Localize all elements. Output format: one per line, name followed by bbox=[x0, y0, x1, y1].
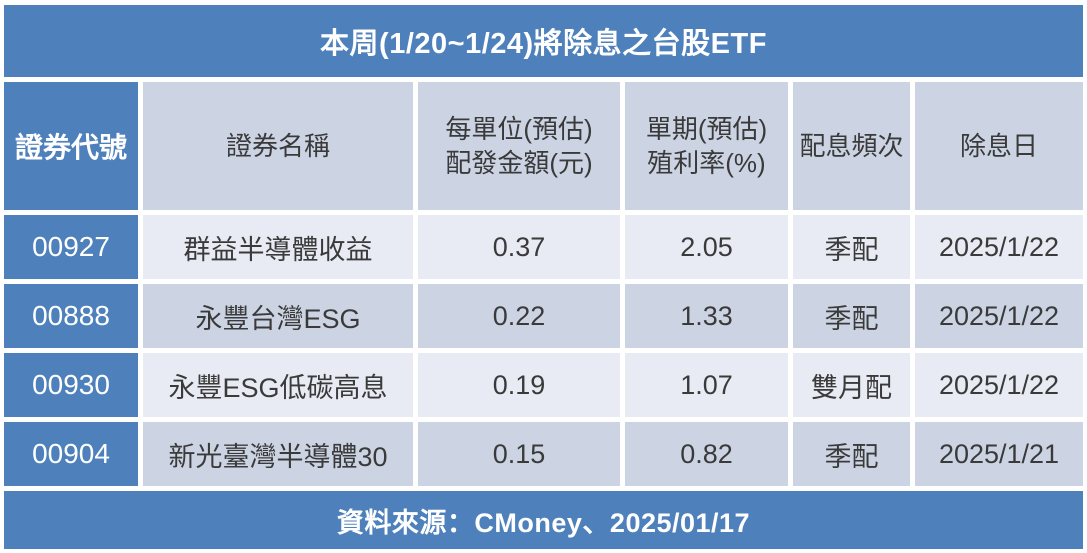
cell-name: 永豐ESG低碳高息 bbox=[143, 353, 413, 417]
header-ex-dividend-date: 除息日 bbox=[915, 82, 1083, 210]
header-payout-frequency: 配息頻次 bbox=[793, 82, 910, 210]
cell-ex-date: 2025/1/22 bbox=[915, 284, 1083, 348]
cell-frequency: 季配 bbox=[793, 215, 910, 279]
cell-amount: 0.37 bbox=[418, 215, 620, 279]
cell-ex-date: 2025/1/21 bbox=[915, 422, 1083, 486]
header-payout-per-unit: 每單位(預估) 配發金額(元) bbox=[418, 82, 620, 210]
cell-name: 新光臺灣半導體30 bbox=[143, 422, 413, 486]
cell-yield: 2.05 bbox=[625, 215, 788, 279]
header-security-name: 證券名稱 bbox=[143, 82, 413, 210]
cell-frequency: 季配 bbox=[793, 422, 910, 486]
cell-name: 群益半導體收益 bbox=[143, 215, 413, 279]
cell-code: 00927 bbox=[4, 215, 138, 279]
cell-code: 00904 bbox=[4, 422, 138, 486]
cell-amount: 0.22 bbox=[418, 284, 620, 348]
cell-frequency: 季配 bbox=[793, 284, 910, 348]
cell-ex-date: 2025/1/22 bbox=[915, 215, 1083, 279]
cell-frequency: 雙月配 bbox=[793, 353, 910, 417]
header-period-yield: 單期(預估) 殖利率(%) bbox=[625, 82, 788, 210]
cell-amount: 0.19 bbox=[418, 353, 620, 417]
cell-yield: 0.82 bbox=[625, 422, 788, 486]
cell-amount: 0.15 bbox=[418, 422, 620, 486]
cell-yield: 1.33 bbox=[625, 284, 788, 348]
cell-ex-date: 2025/1/22 bbox=[915, 353, 1083, 417]
cell-yield: 1.07 bbox=[625, 353, 788, 417]
header-security-code: 證券代號 bbox=[4, 82, 138, 210]
cell-name: 永豐台灣ESG bbox=[143, 284, 413, 348]
data-source-note: 資料來源：CMoney、2025/01/17 bbox=[4, 491, 1083, 549]
table-title: 本周(1/20~1/24)將除息之台股ETF bbox=[4, 5, 1083, 77]
cell-code: 00888 bbox=[4, 284, 138, 348]
cell-code: 00930 bbox=[4, 353, 138, 417]
